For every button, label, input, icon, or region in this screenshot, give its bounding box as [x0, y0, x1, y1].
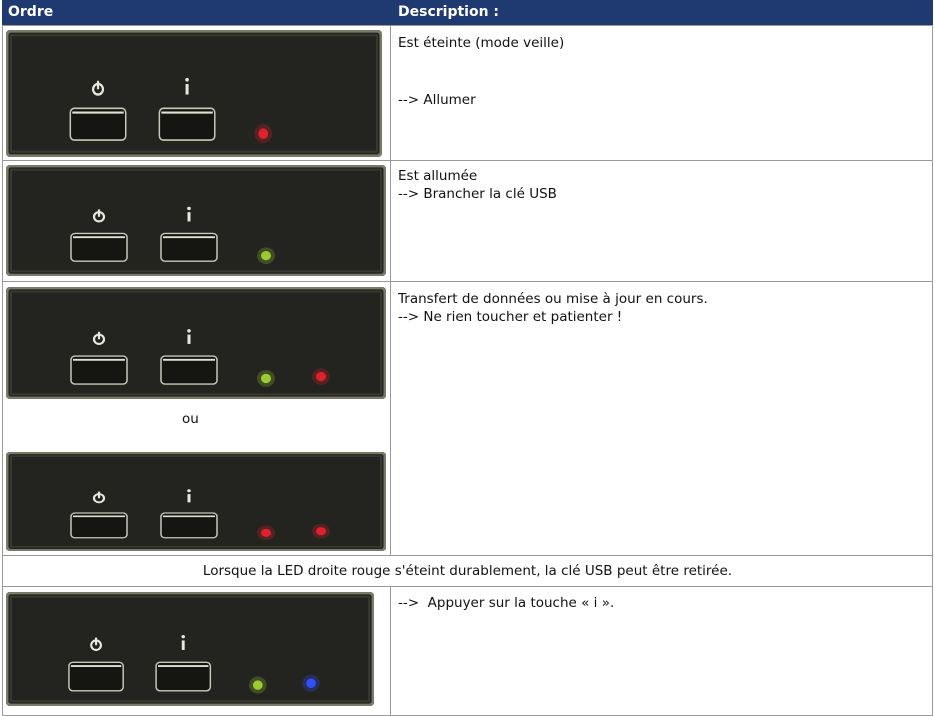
device-panel	[6, 287, 386, 399]
header-cell: Ordre	[8, 0, 54, 24]
description: --> Allumer	[398, 92, 476, 108]
note: Lorsque la LED droite rouge s'éteint dur…	[202, 563, 733, 579]
description: --> Ne rien toucher et patienter !	[398, 309, 623, 325]
description: Est allumée	[398, 168, 478, 184]
description: Transfert de données ou mise à jour en c…	[398, 291, 708, 307]
description: Est éteinte (mode veille)	[398, 35, 565, 51]
device-panel	[6, 30, 382, 157]
device-panel	[6, 592, 374, 706]
header-cell: Description :	[398, 0, 500, 24]
description: --> Appuyer sur la touche « i ».	[398, 595, 615, 611]
description: --> Brancher la clé USB	[398, 186, 557, 202]
device-panel	[6, 452, 386, 551]
device-panel	[6, 165, 386, 276]
separator: ou	[182, 411, 199, 427]
